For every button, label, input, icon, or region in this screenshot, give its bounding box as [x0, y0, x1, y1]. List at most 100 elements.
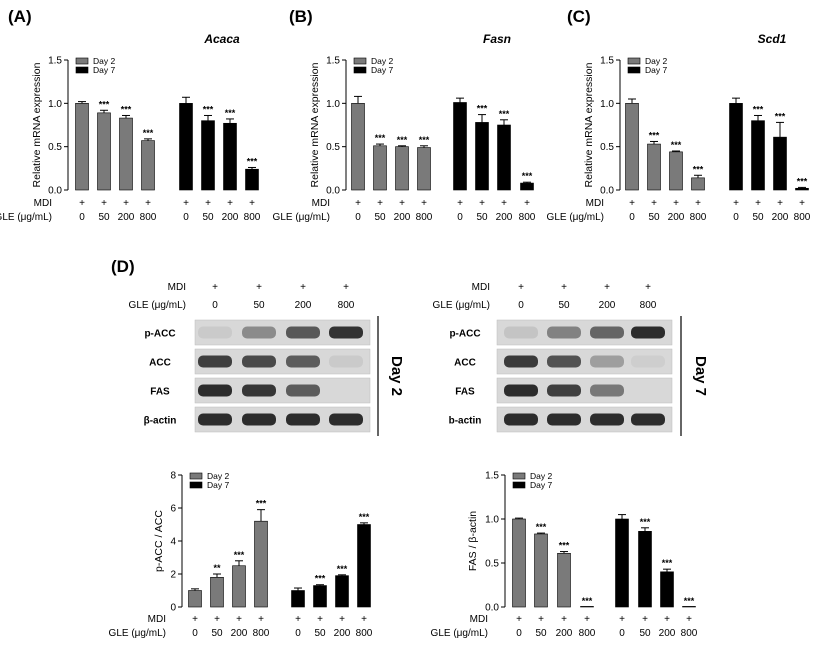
legend-swatch-day2: [189, 472, 203, 480]
blot-row-label: p-ACC: [449, 329, 480, 340]
legend-label: Day 2: [645, 56, 667, 66]
bar: [395, 146, 409, 191]
y-tick-label: 2: [170, 570, 176, 581]
bar: [682, 606, 696, 608]
mdi-plus: +: [629, 198, 635, 209]
dose-label: 0: [518, 300, 524, 311]
bar: [351, 103, 365, 191]
dose-label: 200: [772, 212, 789, 223]
legend-swatch-day7: [512, 481, 526, 489]
mdi-plus: +: [145, 198, 151, 209]
blot-band: [242, 355, 276, 368]
gle-row-label: GLE (μg/mL): [433, 300, 490, 311]
mdi-plus: +: [501, 198, 507, 209]
mdi-plus: +: [777, 198, 783, 209]
y-tick-label: 0.0: [48, 186, 62, 197]
blot-band: [198, 384, 232, 397]
gle-row-label: GLE (μg/mL): [431, 628, 488, 639]
significance-label: ***: [315, 574, 326, 584]
mdi-plus: +: [317, 614, 323, 625]
significance-label: ***: [359, 512, 370, 522]
significance-label: ***: [522, 171, 533, 181]
blot-band: [242, 384, 276, 397]
mdi-plus: +: [101, 198, 107, 209]
blot-band: [242, 413, 276, 426]
dose-label: 0: [192, 628, 198, 639]
mdi-row-label: MDI: [586, 198, 604, 209]
mdi-plus: +: [343, 282, 349, 293]
bar: [647, 143, 661, 191]
y-tick-label: 0.0: [485, 603, 499, 614]
legend-swatch-day7: [353, 66, 367, 74]
blot-band: [286, 413, 320, 426]
mdi-plus: +: [584, 614, 590, 625]
blot-band: [504, 326, 538, 339]
dose-label: 0: [79, 212, 85, 223]
dose-label: 200: [496, 212, 513, 223]
dose-label: 50: [752, 212, 764, 223]
mdi-plus: +: [733, 198, 739, 209]
dose-label: 800: [681, 628, 698, 639]
dose-label: 0: [516, 628, 522, 639]
mdi-plus: +: [183, 198, 189, 209]
bar: [751, 120, 765, 191]
mdi-plus: +: [755, 198, 761, 209]
y-tick-label: 8: [170, 471, 176, 482]
mdi-plus: +: [642, 614, 648, 625]
dose-label: 800: [416, 212, 433, 223]
mdi-plus: +: [479, 198, 485, 209]
legend-swatch-day2: [75, 57, 89, 65]
mdi-plus: +: [361, 614, 367, 625]
blot-band: [590, 355, 624, 368]
dose-label: 200: [556, 628, 573, 639]
blot-band: [504, 355, 538, 368]
dose-label: 200: [118, 212, 135, 223]
dose-label: 0: [733, 212, 739, 223]
mdi-plus: +: [249, 198, 255, 209]
bar: [254, 520, 268, 608]
significance-label: ***: [753, 104, 764, 114]
bar: [313, 585, 327, 608]
legend-swatch-day2: [627, 57, 641, 65]
dose-label: 0: [619, 628, 625, 639]
bar: [119, 117, 133, 191]
bar: [534, 533, 548, 608]
legend-label: Day 7: [93, 65, 115, 75]
y-axis-label: FAS / β-actin: [467, 511, 479, 571]
blot-band: [286, 326, 320, 339]
bar: [210, 576, 224, 608]
panel-label-b: (B): [289, 7, 313, 26]
legend-label: Day 2: [371, 56, 393, 66]
blot-row-label: FAS: [150, 387, 170, 398]
bar: [373, 145, 387, 191]
blot-band: [631, 413, 665, 426]
blot-band: [547, 413, 581, 426]
significance-label: ***: [225, 108, 236, 118]
chart-acaca: Acaca 0.0 0.5 1.0 1.5 Relative mRNA expressio…: [0, 32, 261, 223]
mdi-row-label: MDI: [312, 198, 330, 209]
y-tick-label: 6: [170, 504, 176, 515]
bar: [615, 518, 629, 608]
mdi-plus: +: [339, 614, 345, 625]
mdi-plus: +: [256, 282, 262, 293]
legend-swatch-day7: [75, 66, 89, 74]
y-tick-label: 1.0: [48, 99, 62, 110]
legend-label: Day 7: [371, 65, 393, 75]
blot-band: [547, 384, 581, 397]
bar: [453, 102, 467, 191]
blot-band: [631, 326, 665, 339]
legend-label: Day 7: [530, 480, 552, 490]
legend-swatch-day7: [627, 66, 641, 74]
mdi-plus: +: [300, 282, 306, 293]
mdi-plus: +: [518, 282, 524, 293]
dose-label: 200: [394, 212, 411, 223]
bar: [475, 122, 489, 191]
chart-title: Scd1: [758, 32, 787, 46]
bar: [201, 120, 215, 191]
blot-row-label: p-ACC: [144, 329, 175, 340]
y-tick-label: 0.0: [600, 186, 614, 197]
gle-row-label: GLE (μg/mL): [109, 628, 166, 639]
dose-label: 50: [648, 212, 660, 223]
blot-band: [242, 326, 276, 339]
chart-title: Acaca: [203, 32, 240, 46]
